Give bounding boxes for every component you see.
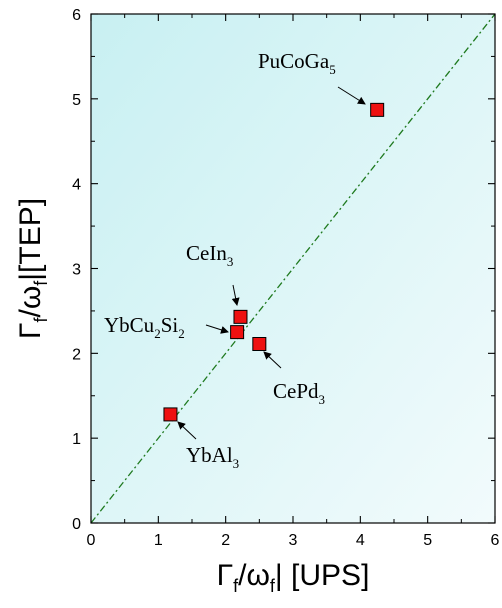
- x-tick-label: 3: [289, 532, 298, 549]
- point-label-ybcu2si2: YbCu2Si2: [104, 313, 185, 341]
- annotation-arrow: [263, 351, 282, 369]
- x-tick-label: 1: [154, 532, 163, 549]
- point-label-cepd3: CePd3: [273, 379, 325, 407]
- x-tick-label: 4: [356, 532, 365, 549]
- y-tick-label: 4: [72, 177, 81, 194]
- annotation-arrow: [177, 421, 197, 440]
- y-axis-label: Γf/ωf|[TEP]: [14, 198, 51, 339]
- x-tick-label: 5: [423, 532, 432, 549]
- x-tick-label: 2: [221, 532, 230, 549]
- y-tick-label: 3: [72, 262, 81, 279]
- data-point-cein3: [233, 309, 248, 324]
- reference-line: [90, 13, 496, 524]
- data-point-ybcu2si2: [230, 325, 245, 340]
- point-label-pucoga5: PuCoGa5: [258, 49, 336, 77]
- x-axis-label: Γf/ωf| [UPS]: [217, 559, 370, 596]
- x-tick-label: 6: [491, 532, 500, 549]
- y-tick-label: 1: [72, 431, 81, 448]
- x-tick-label: 0: [87, 532, 96, 549]
- data-point-cepd3: [252, 337, 267, 352]
- y-tick-label: 6: [72, 7, 81, 24]
- annotation-arrow: [337, 86, 366, 105]
- y-tick-label: 5: [72, 92, 81, 109]
- data-point-pucoga5: [370, 102, 385, 117]
- point-label-cein3: CeIn3: [186, 241, 233, 269]
- plot-frame: [90, 13, 496, 524]
- annotation-arrow: [205, 324, 229, 334]
- y-tick-label: 2: [72, 346, 81, 363]
- data-point-ybal3: [163, 407, 178, 422]
- annotation-arrow: [231, 284, 240, 306]
- y-tick-label: 0: [72, 516, 81, 533]
- point-label-ybal3: YbAl3: [186, 443, 239, 471]
